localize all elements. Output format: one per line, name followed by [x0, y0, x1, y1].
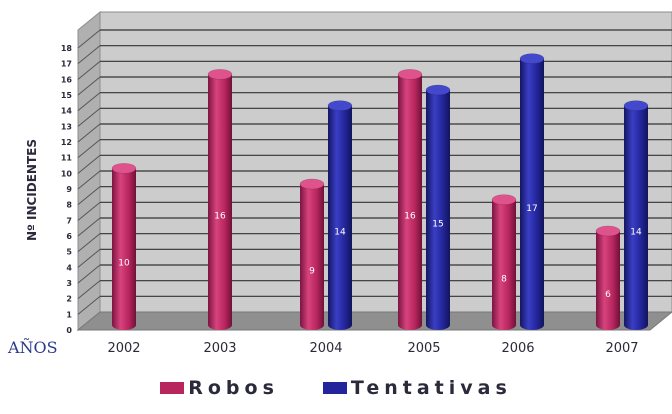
y-tick-label: 9	[66, 185, 72, 194]
y-tick-label: 2	[66, 295, 72, 304]
data-label: 16	[404, 212, 416, 222]
legend-swatch-tentativas	[322, 382, 347, 394]
gridlines	[77, 29, 672, 315]
data-label: 9	[309, 267, 315, 277]
gridline-side	[77, 233, 101, 253]
y-tick-label: 15	[61, 91, 73, 100]
gridline-side	[77, 264, 101, 284]
x-tick-label: 2006	[501, 341, 534, 356]
legend-label-tentativas: Tentativas	[350, 377, 512, 399]
y-tick-label: 11	[61, 154, 73, 163]
bar-tentativas: 17	[519, 53, 545, 330]
legend: Robos Tentativas	[0, 372, 672, 404]
legend-swatch-robos	[160, 382, 185, 394]
legend-item-robos: Robos	[160, 377, 279, 399]
data-label: 16	[214, 212, 226, 222]
gridline-side	[77, 295, 101, 315]
bar-robos: 6	[595, 225, 621, 330]
gridline-side	[77, 107, 101, 127]
legend-item-tentativas: Tentativas	[322, 377, 512, 399]
floor	[76, 311, 672, 331]
data-label: 10	[118, 259, 130, 269]
y-tick-label: 17	[61, 60, 72, 69]
gridline-side	[77, 217, 101, 237]
data-label: 17	[526, 204, 537, 214]
y-tick-label: 12	[61, 138, 72, 147]
gridline-side	[77, 45, 101, 65]
y-tick-label: 1	[66, 310, 72, 319]
x-axis-label: AÑOS	[7, 337, 58, 357]
back-wall	[99, 11, 672, 313]
bars: 10 16 9 14 16 15 8 17 6 14	[111, 53, 649, 330]
gridline-side	[77, 248, 101, 268]
gridline-side	[77, 186, 101, 206]
bar-robos: 8	[491, 194, 517, 330]
bar-tentativas: 15	[425, 84, 451, 330]
gridline-side	[77, 92, 101, 112]
data-label: 14	[334, 227, 346, 237]
y-tick-label: 7	[66, 216, 72, 225]
y-tick-label: 0	[66, 326, 72, 335]
bar-tentativas: 14	[327, 100, 353, 330]
bar-robos: 16	[207, 69, 233, 330]
gridline-side	[77, 154, 101, 174]
bar-robos: 10	[111, 163, 137, 330]
x-tick-label: 2004	[309, 341, 342, 356]
bar-robos: 9	[299, 178, 325, 330]
bar-tentativas: 14	[623, 100, 649, 330]
y-tick-label: 8	[66, 201, 72, 210]
gridline-side	[77, 29, 101, 49]
gridline-side	[77, 201, 101, 221]
x-tick-labels: 2002 2003 2004 2005 2006 2007	[107, 341, 638, 356]
data-label: 15	[432, 220, 443, 230]
y-tick-label: 10	[61, 169, 73, 178]
x-tick-label: 2007	[605, 341, 638, 356]
x-tick-label: 2003	[203, 341, 236, 356]
y-tick-label: 18	[61, 44, 73, 53]
bar-robos: 16	[397, 69, 423, 330]
legend-label-robos: Robos	[188, 377, 279, 399]
y-tick-label: 14	[61, 107, 73, 116]
data-label: 6	[605, 290, 611, 300]
gridline-side	[77, 139, 101, 159]
y-tick-label: 3	[66, 279, 72, 288]
gridline-side	[77, 123, 101, 143]
gridline-side	[77, 170, 101, 190]
gridline-side	[77, 76, 101, 96]
x-tick-label: 2005	[407, 341, 440, 356]
x-tick-label: 2002	[107, 341, 140, 356]
gridline-side	[77, 60, 101, 80]
y-tick-label: 6	[66, 232, 72, 241]
y-tick-label: 16	[61, 75, 73, 84]
data-label: 14	[630, 227, 642, 237]
gridline-side	[77, 280, 101, 300]
y-tick-label: 5	[66, 248, 72, 257]
y-tick-label: 13	[61, 122, 72, 131]
data-label: 8	[501, 274, 507, 284]
y-tick-label: 4	[66, 263, 72, 272]
y-axis-label: Nº INCIDENTES	[25, 139, 39, 241]
